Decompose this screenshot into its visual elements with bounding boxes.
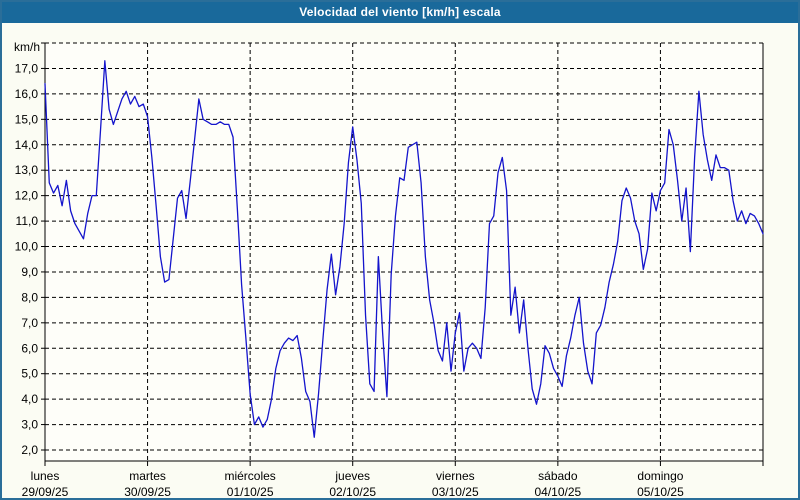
- plot-area: [45, 43, 763, 461]
- x-day-label: martes: [129, 469, 166, 483]
- x-day-label: sábado: [538, 469, 578, 483]
- x-day-label: miércoles: [224, 469, 275, 483]
- x-day-label: domingo: [637, 469, 683, 483]
- y-tick-label: 15,0: [15, 112, 39, 126]
- y-axis-unit-label: km/h: [14, 40, 40, 54]
- x-day-label: jueves: [334, 469, 370, 483]
- x-date-label: 29/09/25: [22, 485, 69, 499]
- y-tick-label: 6,0: [21, 341, 38, 355]
- y-tick-label: 11,0: [16, 214, 39, 228]
- x-date-label: 03/10/25: [432, 485, 479, 499]
- y-tick-label: 4,0: [21, 392, 38, 406]
- x-date-label: 05/10/25: [637, 485, 684, 499]
- wind-speed-line: [44, 60, 764, 438]
- x-day-label: lunes: [31, 469, 60, 483]
- x-day-label: viernes: [436, 469, 475, 483]
- x-date-label: 04/10/25: [534, 485, 581, 499]
- y-tick-label: 16,0: [15, 87, 39, 101]
- y-tick-label: 7,0: [21, 316, 38, 330]
- x-date-label: 01/10/25: [227, 485, 274, 499]
- window-title: Velocidad del viento [km/h] escala: [2, 2, 798, 23]
- y-tick-label: 9,0: [21, 265, 38, 279]
- y-tick-label: 2,0: [21, 443, 38, 457]
- y-tick-label: 12,0: [15, 189, 39, 203]
- x-date-label: 30/09/25: [124, 485, 171, 499]
- y-tick-label: 3,0: [21, 418, 38, 432]
- y-tick-label: 17,0: [15, 61, 39, 75]
- x-date-label: 02/10/25: [329, 485, 376, 499]
- y-tick-label: 5,0: [21, 367, 38, 381]
- y-tick-label: 10,0: [15, 240, 39, 254]
- y-tick-label: 8,0: [21, 290, 38, 304]
- y-tick-label: 13,0: [15, 163, 39, 177]
- y-tick-label: 14,0: [15, 138, 39, 152]
